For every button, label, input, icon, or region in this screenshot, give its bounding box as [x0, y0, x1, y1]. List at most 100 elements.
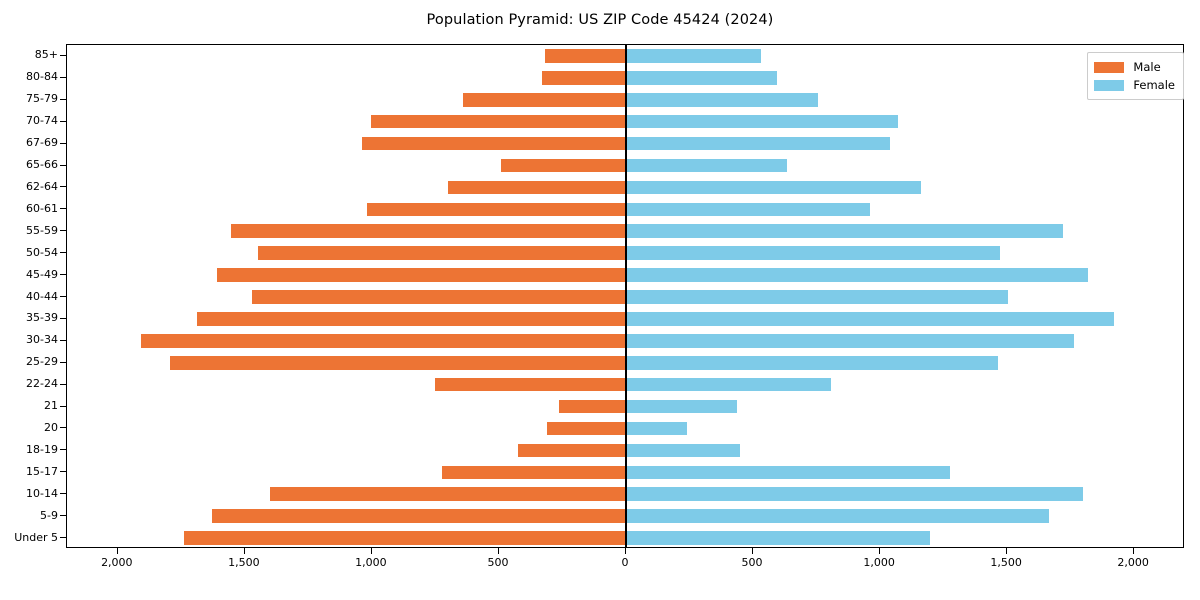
y-axis-tick: [60, 515, 66, 517]
bar-female: [626, 49, 761, 63]
y-axis-ticks: [60, 44, 66, 548]
y-axis-tick-label: 62-64: [26, 179, 58, 193]
y-axis-tick: [60, 164, 66, 166]
bar-row: [67, 158, 1183, 173]
bar-female: [626, 114, 898, 129]
y-axis-tick: [60, 405, 66, 407]
bar-row: [67, 224, 1183, 239]
y-axis-tick: [60, 361, 66, 363]
bar-row: [67, 334, 1183, 348]
y-axis-tick-labels: Under 5 5-9 10-14 15-17 18-19 20 21 22-24 25-29 3…: [0, 44, 58, 548]
y-axis-tick: [60, 230, 66, 232]
y-axis-tick-label: 20: [44, 420, 58, 434]
y-axis-tick-label: 40-44: [26, 289, 58, 303]
legend-item-female: Female: [1094, 76, 1175, 94]
bar-row: [67, 114, 1183, 129]
x-axis-tick-label: 1,000: [355, 556, 387, 569]
y-axis-tick: [60, 98, 66, 100]
bar-male: [252, 290, 626, 304]
bar-female: [626, 158, 788, 173]
bar-female: [626, 487, 1084, 501]
bar-male: [183, 531, 626, 545]
x-axis-ticks: [66, 548, 1184, 554]
bar-female: [626, 71, 778, 85]
bar-male: [463, 92, 626, 107]
bar-male: [448, 180, 626, 195]
bar-male: [518, 443, 626, 458]
y-axis-tick: [60, 186, 66, 188]
bar-row: [67, 246, 1183, 260]
legend-swatch-female-icon: [1094, 79, 1125, 91]
bar-male: [366, 202, 626, 217]
bar-row: [67, 443, 1183, 458]
x-axis-tick: [1006, 548, 1008, 554]
bar-male: [361, 136, 626, 151]
bar-female: [626, 290, 1009, 304]
y-axis-tick-label: 55-59: [26, 223, 58, 237]
y-axis-tick-label: 18-19: [26, 442, 58, 456]
bar-row: [67, 421, 1183, 436]
plot-area: [66, 44, 1184, 548]
zero-axis-line: [625, 45, 627, 547]
bar-female: [626, 509, 1050, 523]
bar-male: [544, 49, 626, 63]
y-axis-tick: [60, 537, 66, 539]
y-axis-tick-label: 75-79: [26, 92, 58, 106]
x-axis-tick: [243, 548, 245, 554]
y-axis-tick-label: 30-34: [26, 333, 58, 347]
bar-male: [501, 158, 626, 173]
bar-female: [626, 377, 831, 392]
y-axis-tick-label: 21: [44, 399, 58, 413]
y-axis-tick-label: 15-17: [26, 464, 58, 478]
y-axis-tick-label: 45-49: [26, 267, 58, 281]
y-axis-tick: [60, 427, 66, 429]
x-axis-tick-label: 500: [487, 556, 509, 569]
bar-female: [626, 443, 741, 458]
bar-male: [370, 114, 626, 129]
y-axis-tick-label: 10-14: [26, 486, 58, 500]
bar-male: [257, 246, 626, 260]
y-axis-tick: [60, 317, 66, 319]
bar-row: [67, 71, 1183, 85]
y-axis-tick-label: 80-84: [26, 70, 58, 84]
bar-female: [626, 312, 1114, 326]
bar-row: [67, 290, 1183, 304]
bar-female: [626, 334, 1075, 348]
x-axis-tick: [752, 548, 754, 554]
bar-female: [626, 268, 1089, 282]
bar-male: [270, 487, 626, 501]
bar-male: [211, 509, 626, 523]
bar-male: [216, 268, 626, 282]
bar-male: [542, 71, 626, 85]
bar-female: [626, 399, 737, 414]
bar-male: [196, 312, 626, 326]
bar-row: [67, 509, 1183, 523]
legend-label-male: Male: [1133, 60, 1161, 74]
bar-row: [67, 355, 1183, 370]
bar-male: [558, 399, 626, 414]
legend-item-male: Male: [1094, 58, 1175, 76]
y-axis-tick-label: 60-61: [26, 201, 58, 215]
x-axis-tick-label: 1,500: [228, 556, 260, 569]
y-axis-tick: [60, 142, 66, 144]
bar-female: [626, 136, 891, 151]
y-axis-tick: [60, 449, 66, 451]
bar-female: [626, 202, 870, 217]
bar-female: [626, 531, 930, 545]
x-axis-tick: [625, 548, 626, 554]
bar-female: [626, 421, 687, 436]
y-axis-tick: [60, 383, 66, 385]
y-axis-tick-label: 70-74: [26, 114, 58, 128]
y-axis-tick: [60, 274, 66, 276]
y-axis-tick-label: 25-29: [26, 355, 58, 369]
bar-row: [67, 180, 1183, 195]
y-axis-tick: [60, 493, 66, 495]
x-axis-tick: [1133, 548, 1135, 554]
y-axis-tick-label: 85+: [34, 48, 58, 62]
x-axis-tick: [497, 548, 499, 554]
y-axis-tick: [60, 120, 66, 122]
y-axis-tick: [60, 208, 66, 210]
bar-male: [140, 334, 626, 348]
bar-female: [626, 465, 950, 480]
bar-row: [67, 377, 1183, 392]
